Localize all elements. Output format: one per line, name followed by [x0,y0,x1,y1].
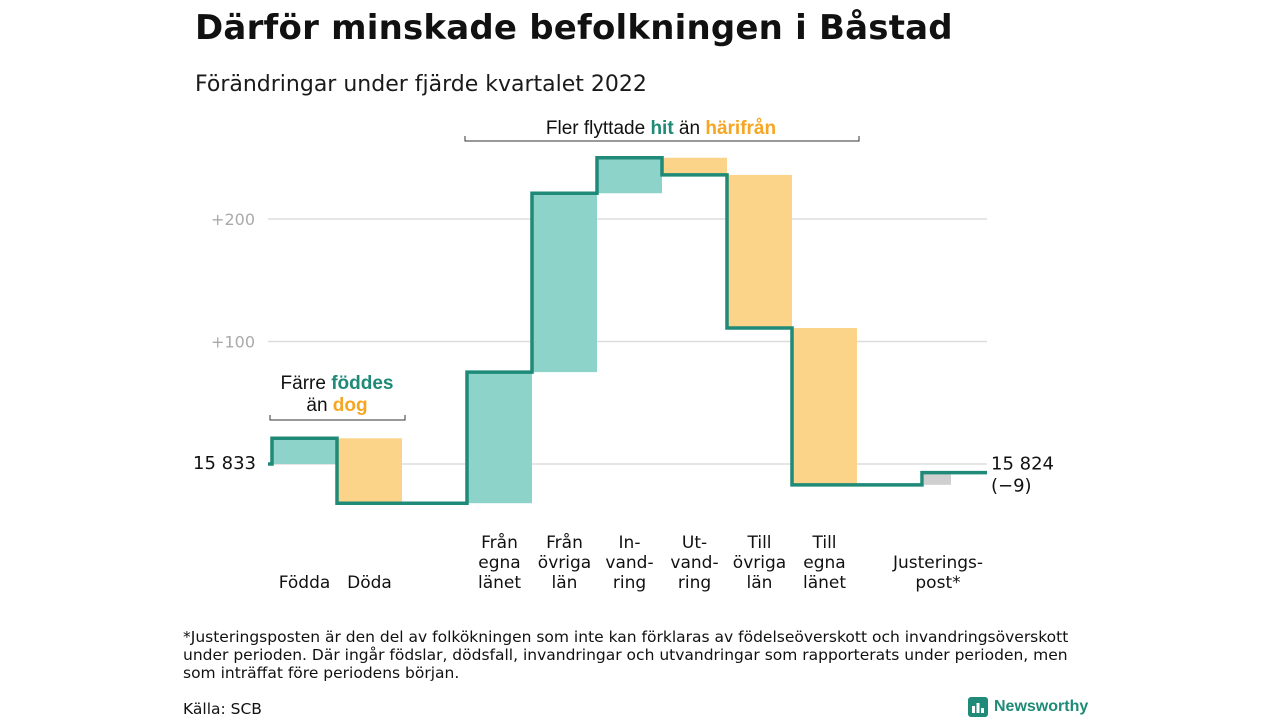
waterfall-bar [662,157,727,175]
x-category-label-line: övriga [538,553,591,573]
chart-title: Därför minskade befolkningen i Båstad [195,8,953,48]
bar-layer [272,157,951,504]
x-category-label-line: län [747,573,773,593]
migration-annotation-part: än [674,118,706,139]
migration-annotation-part: härifrån [705,118,776,139]
x-category-label: Döda [347,573,392,593]
x-category-label-line: ring [678,573,711,593]
migration-annotation-part: Fler flyttade [546,118,651,139]
x-category-label-line: Födda [279,573,331,593]
x-category-label-line: Från [481,532,518,553]
x-category-label-line: Till [811,533,836,553]
x-category-label-line: vand- [605,553,653,573]
x-category-label-line: egna [478,553,520,573]
x-category-label-line: In- [619,533,641,553]
footnote: *Justeringsposten är den del av folkökni… [183,628,1069,682]
waterfall-bar [337,438,402,504]
y-tick-label: +100 [211,333,255,352]
waterfall-bar [792,328,857,485]
x-category-label-line: vand- [670,553,718,573]
waterfall-bar [467,372,532,504]
x-category-label: Justerings-post* [892,553,983,593]
x-category-label: Till egna länet [803,533,846,593]
x-category-label: In-vand-ring [605,533,653,593]
x-category-label-line: län [552,573,578,593]
waterfall-bar [597,157,662,194]
migration-annotation-bracket [464,136,860,142]
x-category-label-line: Justerings- [892,553,983,573]
births-annotation: än dog [306,395,367,416]
x-category-label: Från egna länet [478,532,521,593]
y-tick-label: +200 [211,210,255,229]
x-category-label-line: Döda [347,573,392,593]
x-category-label-line: egna [803,553,845,573]
population-step-line [268,156,987,505]
grid-layer: +100 +200 [211,210,987,465]
x-category-label: Födda [279,573,331,593]
source-note: Källa: SCB [183,700,262,718]
x-category-label-line: länet [803,573,846,593]
waterfall-bar [532,193,597,373]
start-value-label: 15 833 [193,453,256,474]
births-annotation-part: Färre [281,373,332,394]
x-category-label-line: Ut- [682,533,707,553]
x-category-label-line: övriga [733,553,786,573]
births-annotation-part: än [306,395,332,416]
waterfall-bar [272,438,337,464]
x-category-label-line: ring [613,573,646,593]
births-annotation-part: dog [333,395,368,416]
end-value-label: 15 824 [991,454,1054,475]
births-annotation-bracket [269,415,406,421]
migration-annotation: Fler flyttade hit än härifrån [546,118,776,139]
x-category-label: Ut-vand-ring [670,533,718,593]
waterfall-bar [727,174,792,329]
x-category-label-line: Till [746,533,771,553]
end-change-label: (−9) [991,476,1032,497]
brand-name: Newsworthy [994,698,1089,715]
migration-annotation-part: hit [650,118,674,139]
births-annotation-part: föddes [331,373,393,394]
x-category-label-line: Från [546,532,583,553]
chart-subtitle: Förändringar under fjärde kvartalet 2022 [195,72,647,97]
x-category-label-line: länet [478,573,521,593]
x-category-label-line: post* [915,573,960,593]
line-layer [268,156,987,505]
waterfall-bar [924,472,951,485]
brand-logo: Newsworthy [968,696,1088,718]
x-category-label: Till övriga län [733,533,786,593]
x-category-label: Från övriga län [538,532,591,593]
newsworthy-logo-icon [968,697,988,717]
births-annotation: Färre föddes [281,373,394,394]
